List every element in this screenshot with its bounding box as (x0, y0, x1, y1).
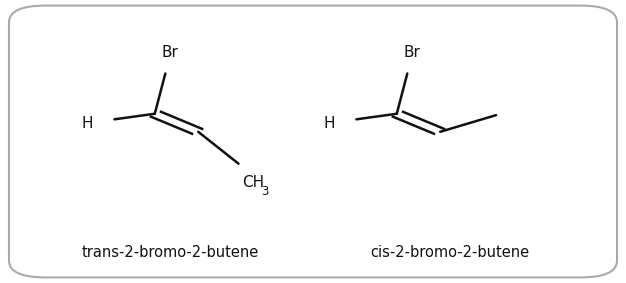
FancyBboxPatch shape (9, 6, 617, 277)
Text: Br: Br (162, 45, 179, 60)
Text: H: H (323, 116, 335, 131)
Text: Br: Br (404, 45, 421, 60)
Text: CH: CH (242, 175, 264, 190)
Text: cis-2-bromo-2-butene: cis-2-bromo-2-butene (370, 245, 529, 260)
Text: 3: 3 (261, 185, 269, 198)
Text: H: H (81, 116, 93, 131)
Text: trans-2-bromo-2-butene: trans-2-bromo-2-butene (81, 245, 259, 260)
